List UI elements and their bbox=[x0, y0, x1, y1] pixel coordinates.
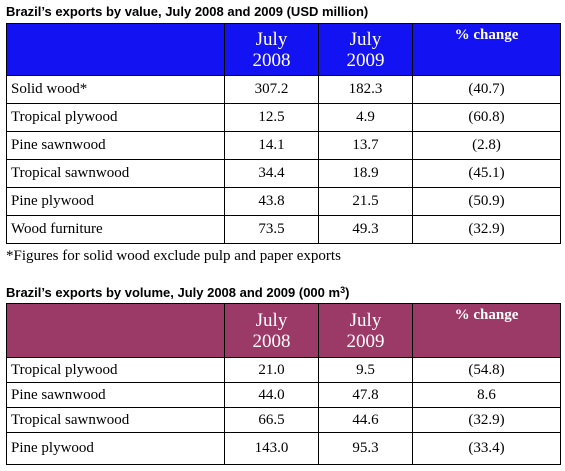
pct-change: 8.6 bbox=[412, 382, 561, 408]
pct-change: (45.1) bbox=[412, 159, 561, 188]
table-row: Tropical plywood 12.5 4.9 (60.8) bbox=[6, 103, 561, 132]
row-label: Pine plywood bbox=[6, 432, 225, 465]
table2-title: Brazil’s exports by volume, July 2008 an… bbox=[6, 285, 350, 300]
value-2009: 21.5 bbox=[318, 187, 413, 216]
table-row: Solid wood* 307.2 182.3 (40.7) bbox=[6, 75, 561, 104]
value-2008: 307.2 bbox=[224, 75, 319, 104]
header-empty-cell bbox=[6, 303, 225, 358]
value-2009: 4.9 bbox=[318, 103, 413, 132]
footnote: *Figures for solid wood exclude pulp and… bbox=[6, 248, 341, 264]
table-row: Pine plywood 43.8 21.5 (50.9) bbox=[6, 187, 561, 216]
table-header-row: July 2008 July 2009 % change bbox=[6, 23, 561, 76]
table-row: Pine plywood 143.0 95.3 (33.4) bbox=[6, 432, 561, 465]
value-2009: 182.3 bbox=[318, 75, 413, 104]
header-july-2008: July 2008 bbox=[224, 303, 319, 358]
table-row: Tropical sawnwood 34.4 18.9 (45.1) bbox=[6, 159, 561, 188]
value-2008: 44.0 bbox=[224, 382, 319, 408]
row-label: Tropical plywood bbox=[6, 103, 225, 132]
value-2009: 13.7 bbox=[318, 131, 413, 160]
pct-change: (2.8) bbox=[412, 131, 561, 160]
table-row: Pine sawnwood 14.1 13.7 (2.8) bbox=[6, 131, 561, 160]
header-july-2009: July 2009 bbox=[318, 303, 413, 358]
value-2009: 44.6 bbox=[318, 407, 413, 433]
value-2008: 73.5 bbox=[224, 215, 319, 244]
row-label: Tropical plywood bbox=[6, 357, 225, 383]
header-july-2008: July 2008 bbox=[224, 23, 319, 76]
table-row: Wood furniture 73.5 49.3 (32.9) bbox=[6, 215, 561, 244]
table1-title: Brazil’s exports by value, July 2008 and… bbox=[6, 4, 369, 19]
table-row: Tropical sawnwood 66.5 44.6 (32.9) bbox=[6, 407, 561, 433]
value-2008: 21.0 bbox=[224, 357, 319, 383]
header-empty-cell bbox=[6, 23, 225, 76]
header-pct-change: % change bbox=[412, 303, 561, 358]
value-2008: 14.1 bbox=[224, 131, 319, 160]
row-label: Wood furniture bbox=[6, 215, 225, 244]
pct-change: (54.8) bbox=[412, 357, 561, 383]
pct-change: (60.8) bbox=[412, 103, 561, 132]
table-header-row: July 2008 July 2009 % change bbox=[6, 303, 561, 358]
value-2008: 12.5 bbox=[224, 103, 319, 132]
pct-change: (50.9) bbox=[412, 187, 561, 216]
row-label: Tropical sawnwood bbox=[6, 159, 225, 188]
pct-change: (32.9) bbox=[412, 215, 561, 244]
row-label: Pine sawnwood bbox=[6, 131, 225, 160]
value-2008: 34.4 bbox=[224, 159, 319, 188]
value-2009: 95.3 bbox=[318, 432, 413, 465]
table-row: Pine sawnwood 44.0 47.8 8.6 bbox=[6, 382, 561, 408]
value-2008: 43.8 bbox=[224, 187, 319, 216]
volume-exports-table: July 2008 July 2009 % change Tropical plyw… bbox=[6, 303, 561, 465]
value-2008: 66.5 bbox=[224, 407, 319, 433]
value-2009: 49.3 bbox=[318, 215, 413, 244]
value-2009: 18.9 bbox=[318, 159, 413, 188]
header-pct-change: % change bbox=[412, 23, 561, 76]
row-label: Pine sawnwood bbox=[6, 382, 225, 408]
value-2008: 143.0 bbox=[224, 432, 319, 465]
pct-change: (32.9) bbox=[412, 407, 561, 433]
table-row: Tropical plywood 21.0 9.5 (54.8) bbox=[6, 357, 561, 383]
value-2009: 9.5 bbox=[318, 357, 413, 383]
row-label: Tropical sawnwood bbox=[6, 407, 225, 433]
header-july-2009: July 2009 bbox=[318, 23, 413, 76]
pct-change: (40.7) bbox=[412, 75, 561, 104]
pct-change: (33.4) bbox=[412, 432, 561, 465]
row-label: Pine plywood bbox=[6, 187, 225, 216]
value-2009: 47.8 bbox=[318, 382, 413, 408]
row-label: Solid wood* bbox=[6, 75, 225, 104]
value-exports-table: July 2008 July 2009 % change Solid wood* 3… bbox=[6, 23, 561, 244]
